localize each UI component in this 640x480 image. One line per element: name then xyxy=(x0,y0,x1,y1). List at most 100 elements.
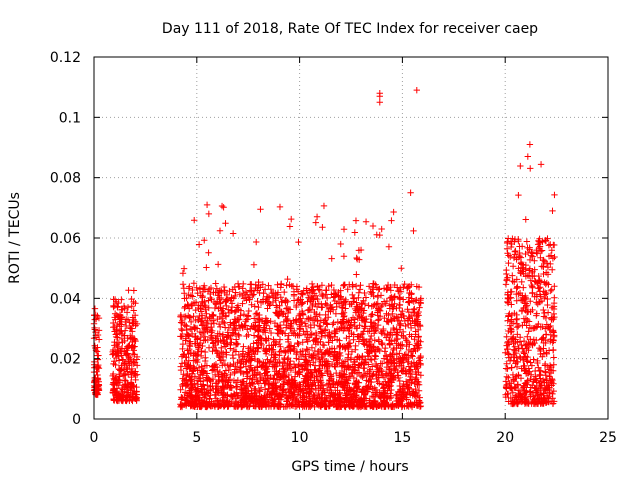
data-point xyxy=(376,99,383,106)
data-point xyxy=(314,350,321,358)
data-point xyxy=(387,382,394,390)
data-point xyxy=(515,345,522,352)
data-point xyxy=(408,297,416,304)
data-point xyxy=(182,354,189,361)
data-point xyxy=(378,301,386,309)
data-point xyxy=(522,216,529,223)
data-point xyxy=(520,270,527,278)
data-point xyxy=(201,398,208,405)
data-point xyxy=(319,372,326,379)
data-point xyxy=(111,323,118,331)
data-point xyxy=(284,361,291,369)
data-point xyxy=(128,383,136,390)
data-point xyxy=(116,314,124,322)
data-point xyxy=(338,310,345,317)
data-point xyxy=(243,375,251,382)
data-point xyxy=(112,333,120,341)
data-point xyxy=(513,297,520,304)
data-point xyxy=(295,340,302,348)
data-point xyxy=(299,363,306,370)
data-point xyxy=(91,326,99,333)
data-point xyxy=(370,330,378,337)
data-point xyxy=(345,319,352,326)
data-point xyxy=(384,359,392,367)
data-point xyxy=(285,371,293,379)
data-point xyxy=(185,357,192,364)
data-point xyxy=(294,297,301,304)
data-point xyxy=(385,401,392,409)
data-point xyxy=(179,270,187,277)
data-point xyxy=(318,329,326,336)
data-point xyxy=(121,376,128,384)
data-point xyxy=(378,381,386,388)
data-point xyxy=(278,298,286,305)
data-point xyxy=(339,304,346,312)
data-point xyxy=(218,388,226,396)
data-point xyxy=(320,202,328,210)
data-point xyxy=(192,401,199,409)
data-point xyxy=(217,304,224,311)
x-axis-label: GPS time / hours xyxy=(291,459,408,475)
data-point xyxy=(317,403,325,410)
data-point xyxy=(350,358,358,366)
data-point xyxy=(288,389,295,397)
scatter-points xyxy=(90,86,558,411)
data-point xyxy=(528,281,535,289)
data-point xyxy=(389,373,396,381)
data-point xyxy=(318,395,326,403)
data-point xyxy=(219,349,227,357)
data-point xyxy=(376,313,384,320)
data-point xyxy=(252,347,259,354)
data-point xyxy=(178,333,185,340)
data-point xyxy=(505,338,512,345)
data-point xyxy=(510,351,517,358)
data-point xyxy=(243,383,251,390)
data-point xyxy=(401,280,408,288)
data-point xyxy=(417,322,424,330)
data-point xyxy=(537,372,544,379)
data-point xyxy=(205,344,213,351)
data-point xyxy=(235,332,243,340)
data-point xyxy=(405,346,413,354)
data-point xyxy=(284,356,291,363)
data-point xyxy=(506,310,513,317)
data-point xyxy=(263,401,271,408)
data-point xyxy=(550,241,557,249)
data-point xyxy=(215,378,222,385)
data-point xyxy=(518,385,526,393)
data-point xyxy=(402,394,410,401)
data-point xyxy=(550,354,557,361)
data-point xyxy=(215,351,223,359)
data-point xyxy=(508,318,515,325)
data-point xyxy=(527,359,534,366)
data-point xyxy=(526,141,534,148)
data-point xyxy=(537,161,545,168)
data-point xyxy=(205,297,212,304)
data-point xyxy=(224,391,231,399)
data-point xyxy=(351,323,359,330)
data-point xyxy=(505,259,512,267)
data-point xyxy=(262,318,269,325)
data-point xyxy=(257,206,264,213)
data-point xyxy=(416,357,423,364)
data-point xyxy=(224,329,231,336)
data-point xyxy=(505,299,512,307)
data-point xyxy=(252,319,259,326)
data-point xyxy=(411,362,419,369)
x-tick-label: 0 xyxy=(90,430,99,446)
data-point xyxy=(404,306,411,313)
data-point xyxy=(368,311,376,318)
data-point xyxy=(395,317,403,324)
data-point xyxy=(316,322,323,329)
data-point xyxy=(276,352,283,359)
data-point xyxy=(527,165,534,172)
data-point xyxy=(350,366,357,373)
data-point xyxy=(382,390,389,398)
data-point xyxy=(197,308,205,315)
data-point xyxy=(319,292,327,299)
data-point xyxy=(188,376,195,383)
data-point xyxy=(238,403,246,410)
data-point xyxy=(179,345,186,353)
data-point xyxy=(205,304,212,312)
